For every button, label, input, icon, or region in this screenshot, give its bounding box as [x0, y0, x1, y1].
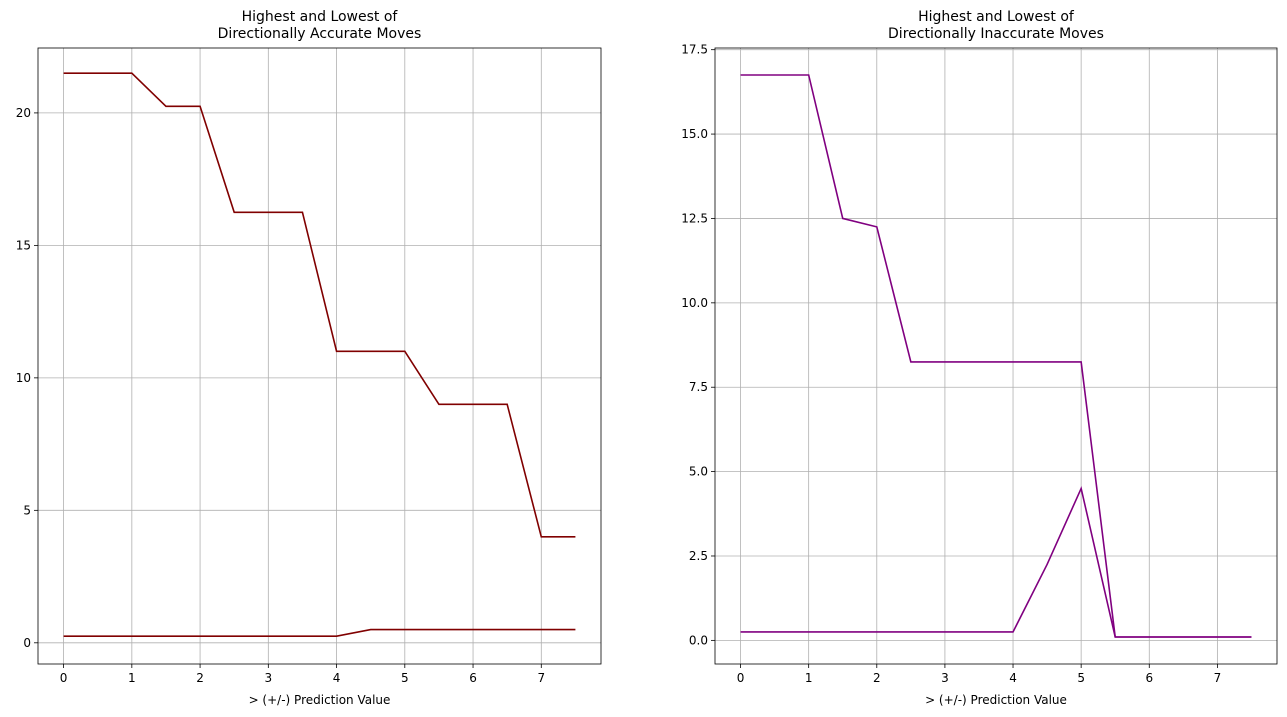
x-tick-label: 3: [941, 671, 949, 685]
x-tick-label: 6: [469, 671, 477, 685]
x-tick-label: 2: [196, 671, 204, 685]
series-line-lowest: [63, 628, 576, 637]
y-tick-label: 15: [16, 238, 31, 252]
y-tick-label: 0.0: [689, 633, 708, 647]
y-tick-label: 10.0: [681, 296, 708, 310]
chart-accurate-moves: 0 1 2 3 4 5 6 7 0 5 10 15 20 > (+/-) Prediction Value…: [16, 9, 602, 707]
y-tick-label: 0: [23, 636, 31, 650]
x-tick-label: 4: [1009, 671, 1017, 685]
plot-frame: [37, 47, 602, 665]
x-tick-label: 2: [873, 671, 881, 685]
y-tick-label: 15.0: [681, 127, 708, 141]
series-line-highest: [740, 74, 1252, 638]
x-tick-label: 0: [60, 671, 68, 685]
chart-inaccurate-moves: 0 1 2 3 4 5 6 7 0.0 2.5 5.0 7.5 10.0 12.5 15.0 17.5 > (+…: [681, 9, 1278, 707]
x-tick-label: 4: [333, 671, 341, 685]
chart-title: Highest and Lowest of Directionally Inacc…: [888, 9, 1104, 42]
x-axis-label: > (+/-) Prediction Value: [925, 693, 1067, 707]
x-tick-label: 7: [1214, 671, 1222, 685]
x-tick-label: 6: [1145, 671, 1153, 685]
x-tick-label: 5: [401, 671, 409, 685]
x-tick-label: 1: [128, 671, 136, 685]
y-tick-label: 10: [16, 371, 31, 385]
series-line-lowest: [740, 485, 1252, 638]
chart-title: Highest and Lowest of Directionally Accur…: [218, 9, 422, 42]
y-tick-label: 5.0: [689, 465, 708, 479]
series-line-highest: [63, 72, 576, 538]
x-tick-label: 5: [1077, 671, 1085, 685]
y-tick-label: 7.5: [689, 380, 708, 394]
x-tick-label: 0: [737, 671, 745, 685]
x-tick-label: 1: [805, 671, 813, 685]
y-tick-label: 17.5: [681, 43, 708, 57]
plot-frame: [714, 47, 1278, 665]
x-axis-label: > (+/-) Prediction Value: [249, 693, 391, 707]
y-tick-label: 20: [16, 106, 31, 120]
y-tick-label: 2.5: [689, 549, 708, 563]
y-tick-label: 5: [23, 503, 31, 517]
y-tick-label: 12.5: [681, 211, 708, 225]
x-tick-label: 7: [537, 671, 545, 685]
x-tick-label: 3: [264, 671, 272, 685]
